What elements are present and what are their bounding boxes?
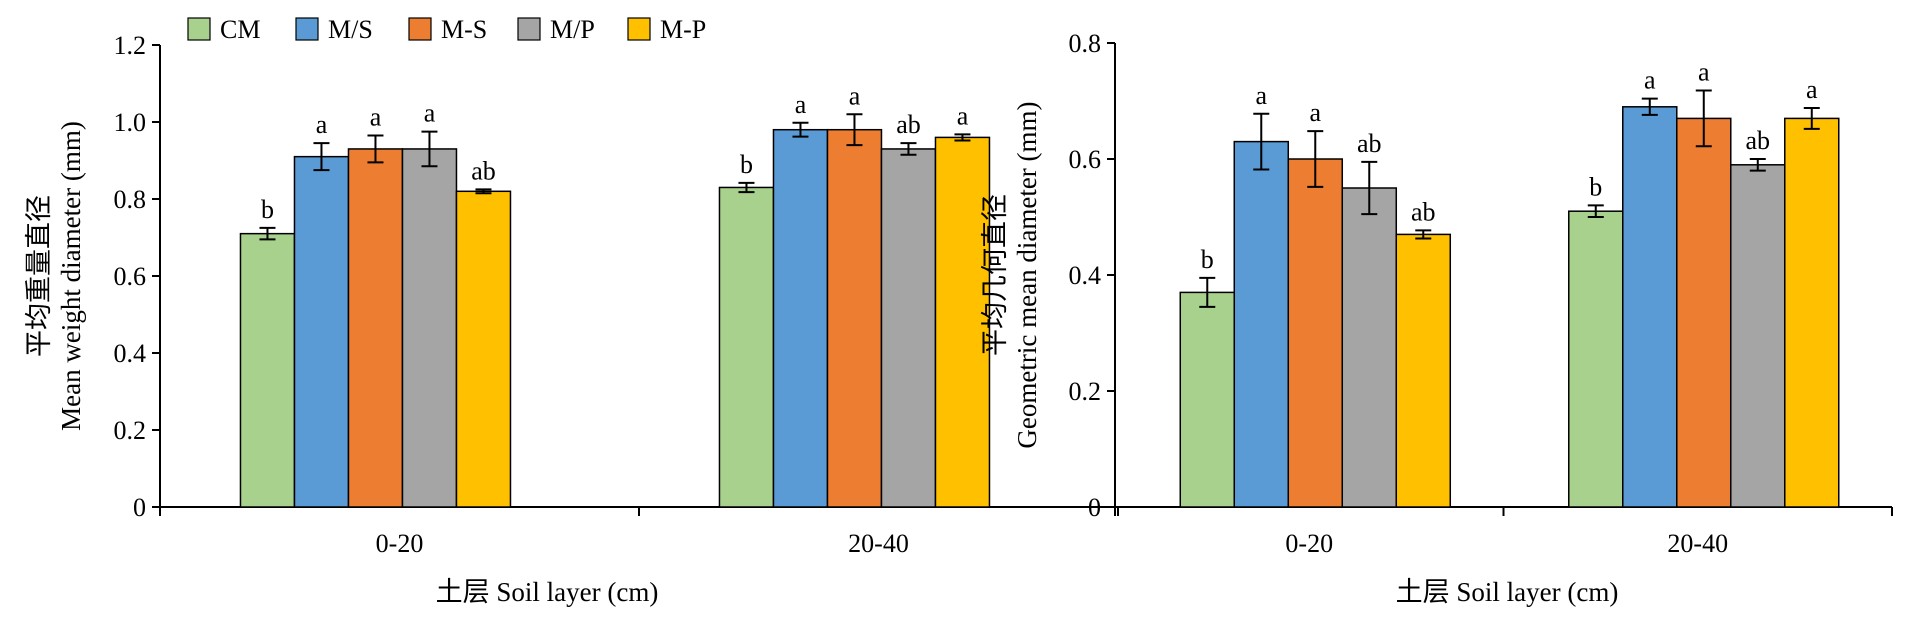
bar-mp-20-40 <box>1730 164 1786 508</box>
y-tick-label: 0.8 <box>1069 29 1102 58</box>
chart-geometric-mean-diameter: 0 0.2 0.4 0.6 0.8 0-20 b a a ab ab 20-40 b a a ab a 土层 So… <box>980 29 1893 607</box>
x-tick-label: 20-40 <box>848 529 909 558</box>
legend-label: M/P <box>550 15 595 44</box>
x-tick-label: 0-20 <box>1285 529 1333 558</box>
significance-label: a <box>1806 75 1818 104</box>
bar-mp-0-20 <box>455 190 512 508</box>
bar-ms-20-40 <box>1622 106 1678 508</box>
x-tick-label: 20-40 <box>1667 529 1728 558</box>
y-tick-label: 1.0 <box>114 108 147 137</box>
significance-label: a <box>1255 81 1267 110</box>
x-axis-label: 土层 Soil layer (cm) <box>436 577 659 607</box>
significance-label: ab <box>896 110 921 139</box>
y-axis-label-cn: 平均几何直径 <box>980 194 1010 356</box>
significance-label: ab <box>1411 197 1436 226</box>
bar-ms-0-20 <box>1233 140 1290 508</box>
significance-label: b <box>261 195 274 224</box>
x-tick-label: 0-20 <box>376 529 424 558</box>
y-tick-label: 0 <box>1088 493 1101 522</box>
significance-label: a <box>957 101 969 130</box>
y-tick-label: 0.8 <box>114 185 147 214</box>
y-tick-label: 0.4 <box>114 339 147 368</box>
significance-label: a <box>370 102 382 131</box>
bar-cm-20-40 <box>1568 210 1624 508</box>
y-tick-label: 0.4 <box>1069 261 1102 290</box>
y-tick-label: 0.2 <box>114 416 147 445</box>
y-axis-label: Geometric mean diameter (mm) <box>1012 101 1042 448</box>
bar-cm-20-40 <box>718 186 775 508</box>
y-tick-label: 0.6 <box>114 262 147 291</box>
significance-label: b <box>1589 172 1602 201</box>
y-tick-label: 0.6 <box>1069 145 1102 174</box>
legend-swatch-ms <box>295 17 319 41</box>
bar-mp-0-20 <box>401 148 458 508</box>
significance-label: a <box>316 110 328 139</box>
significance-label: a <box>1309 98 1321 127</box>
chart-mean-weight-diameter: 0 0.2 0.4 0.6 0.8 1.0 1.2 0-20 b a a a ab 20-40 b a a ab a… <box>24 31 1119 607</box>
y-axis-label-cn: 平均重量直径 <box>24 195 54 357</box>
legend-label: M-P <box>660 15 706 44</box>
legend-swatch-ms <box>408 17 432 41</box>
significance-label: a <box>849 81 861 110</box>
bar-mp-20-40 <box>1784 117 1840 508</box>
significance-label: a <box>795 90 807 119</box>
legend: CM M/S M-S M/P M-P <box>187 15 706 44</box>
bar-ms-20-40 <box>1676 117 1732 508</box>
bar-mp-20-40 <box>934 136 991 508</box>
bar-mp-20-40 <box>880 148 937 508</box>
bar-ms-0-20 <box>347 148 404 508</box>
bar-cm-0-20 <box>239 232 296 508</box>
legend-swatch-mp <box>517 17 541 41</box>
significance-label: ab <box>1357 129 1382 158</box>
bar-ms-0-20 <box>1287 158 1344 508</box>
significance-label: b <box>1201 245 1214 274</box>
bar-ms-20-40 <box>772 128 829 508</box>
y-tick-label: 1.2 <box>114 31 147 60</box>
bar-ms-20-40 <box>826 128 883 508</box>
legend-swatch-cm <box>187 17 211 41</box>
significance-label: ab <box>471 156 496 185</box>
legend-label: M/S <box>328 15 373 44</box>
significance-label: a <box>1698 58 1710 87</box>
significance-label: a <box>1644 66 1656 95</box>
y-axis-label: Mean weight diameter (mm) <box>56 121 86 431</box>
y-tick-label: 0.2 <box>1069 377 1102 406</box>
legend-label: M-S <box>441 15 487 44</box>
x-axis-label: 土层 Soil layer (cm) <box>1396 577 1619 607</box>
bar-cm-0-20 <box>1179 291 1236 508</box>
legend-swatch-mp <box>627 17 651 41</box>
significance-label: a <box>424 99 436 128</box>
significance-label: b <box>740 150 753 179</box>
legend-label: CM <box>220 15 260 44</box>
significance-label: ab <box>1745 126 1770 155</box>
y-tick-label: 0 <box>133 493 146 522</box>
bar-ms-0-20 <box>293 155 350 508</box>
bar-mp-0-20 <box>1341 187 1398 508</box>
bar-mp-0-20 <box>1395 233 1452 508</box>
